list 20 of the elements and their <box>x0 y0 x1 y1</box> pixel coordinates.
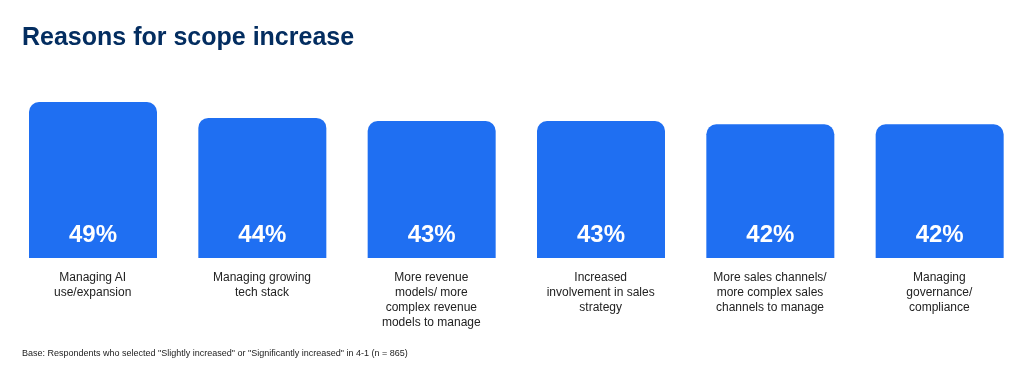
data-label: 43% <box>576 220 626 247</box>
x-tick-label: More sales channels/ more complex sales channels to manage <box>713 269 828 314</box>
data-label: 42% <box>915 220 964 247</box>
data-label: 49% <box>68 220 118 247</box>
x-tick-label: More revenue models/ more complex revenue models to manage <box>381 269 482 329</box>
x-tick-label: Managing governance/ compliance <box>906 269 974 314</box>
x-tick-label: Increased involvement in sales strategy <box>546 269 655 314</box>
bar <box>198 117 327 258</box>
bar <box>537 121 665 258</box>
chart-title: Reasons for scope increase <box>22 22 355 51</box>
x-tick-label: Managing growing tech stack <box>212 269 312 299</box>
data-label: 44% <box>238 220 287 247</box>
text: Base: Respondents who selected "Slightly increased" or "Significantly increased" in 4-1 (n = 865) <box>22 348 408 358</box>
x-tick-label: Managing AI use/expansion <box>53 269 132 299</box>
bar <box>875 124 1004 258</box>
bar <box>29 102 157 258</box>
bar <box>706 124 835 258</box>
data-label: 43% <box>407 220 456 247</box>
bar <box>367 121 496 258</box>
data-label: 42% <box>746 220 795 247</box>
